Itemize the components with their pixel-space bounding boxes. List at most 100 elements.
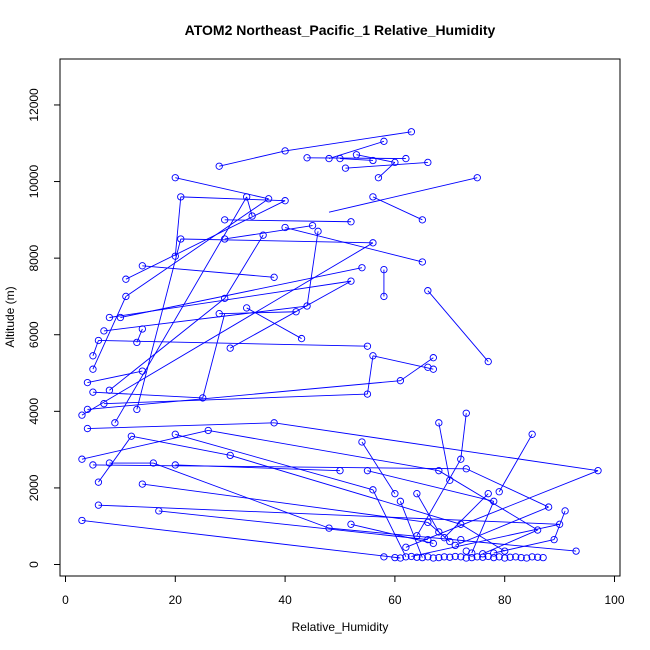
- series-points: [78, 128, 602, 562]
- data-point: [105, 459, 114, 467]
- data-point: [325, 154, 333, 163]
- data-point: [155, 507, 163, 515]
- data-point: [457, 535, 465, 544]
- data-point: [363, 467, 372, 475]
- data-point: [94, 501, 103, 509]
- data-point: [94, 478, 103, 486]
- data-point: [457, 455, 465, 463]
- data-point: [462, 465, 470, 473]
- data-point: [462, 409, 470, 417]
- data-point: [89, 365, 97, 373]
- x-tick-label: 60: [388, 593, 402, 607]
- series-line-segment: [142, 265, 275, 278]
- data-point: [391, 490, 399, 498]
- data-point: [435, 553, 443, 562]
- data-point: [138, 480, 147, 488]
- y-tick-label: 4000: [27, 398, 41, 425]
- data-point: [523, 554, 531, 562]
- data-point: [446, 537, 454, 546]
- series-line-segment: [455, 506, 549, 546]
- data-point: [484, 490, 492, 498]
- series-line-segment: [482, 529, 538, 555]
- data-point: [204, 426, 212, 435]
- data-point: [133, 338, 141, 347]
- series-line-segment: [103, 305, 308, 332]
- data-point: [138, 262, 147, 270]
- data-point: [341, 164, 350, 172]
- data-point: [171, 461, 179, 469]
- series-line-segment: [87, 380, 401, 410]
- series-line-segment: [460, 523, 505, 552]
- y-tick-label: 0: [27, 561, 41, 568]
- data-point: [402, 553, 410, 561]
- series-line-segment: [98, 340, 368, 347]
- data-point: [138, 325, 147, 333]
- data-point: [451, 552, 459, 561]
- data-point: [270, 419, 278, 427]
- data-point: [440, 553, 448, 561]
- data-point: [369, 239, 377, 247]
- series-line-segment: [131, 435, 231, 456]
- x-tick-label: 80: [498, 593, 512, 607]
- series-line-segment: [103, 393, 368, 405]
- data-point: [369, 486, 377, 494]
- data-point: [380, 137, 388, 145]
- data-point: [149, 459, 157, 467]
- data-point: [369, 352, 377, 360]
- data-point: [413, 490, 421, 498]
- series-line-segment: [120, 267, 363, 318]
- series-line-segment: [109, 280, 352, 318]
- series-line-segment: [367, 470, 494, 502]
- series-line-segment: [125, 198, 269, 297]
- data-point: [122, 275, 130, 283]
- series-line-segment: [125, 200, 286, 280]
- data-point: [440, 534, 448, 542]
- data-point: [572, 547, 580, 555]
- series-line-segment: [443, 493, 489, 539]
- series-line-segment: [416, 493, 440, 533]
- series-line-segment: [81, 242, 374, 416]
- data-point: [226, 344, 234, 352]
- series-line-segment: [328, 177, 478, 213]
- series-line-segment: [405, 470, 599, 548]
- series-line-segment: [372, 355, 434, 370]
- data-point: [446, 476, 454, 484]
- series-line-segment: [553, 510, 566, 540]
- data-point: [78, 516, 86, 525]
- series-line-segment: [219, 150, 286, 167]
- data-point: [473, 553, 481, 561]
- series-line-segment: [208, 430, 439, 472]
- data-point: [243, 193, 251, 201]
- data-point: [594, 467, 602, 475]
- data-point: [264, 195, 273, 203]
- data-point: [479, 553, 487, 561]
- data-point: [407, 552, 416, 561]
- series-line-segment: [498, 434, 533, 492]
- data-point: [533, 526, 542, 534]
- series-line-segment: [142, 483, 428, 523]
- data-point: [424, 287, 432, 295]
- series-line-segment: [153, 462, 330, 529]
- series-line-segment: [399, 501, 423, 558]
- data-point: [347, 218, 355, 226]
- data-point: [413, 553, 421, 561]
- data-point: [462, 554, 470, 562]
- data-point: [243, 304, 251, 312]
- series-line-segment: [180, 238, 373, 244]
- data-point: [303, 302, 311, 310]
- data-point: [226, 451, 234, 460]
- data-point: [528, 430, 536, 438]
- data-point: [396, 554, 405, 562]
- data-point: [424, 535, 432, 544]
- series-line-segment: [285, 131, 412, 152]
- series-line-segment: [438, 470, 538, 531]
- data-point: [495, 553, 503, 561]
- series-line-segment: [81, 430, 209, 460]
- data-point: [303, 154, 311, 162]
- series-line-segment: [229, 280, 352, 349]
- y-tick-label: 6000: [27, 321, 41, 348]
- data-point: [424, 158, 432, 167]
- data-point: [352, 151, 361, 159]
- data-point: [479, 550, 487, 558]
